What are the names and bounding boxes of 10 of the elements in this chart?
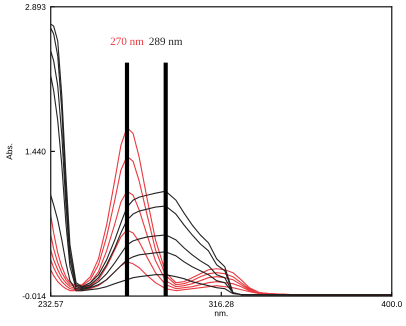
y-tick-label: 1.440 <box>26 148 46 154</box>
x-tick-label: 232.57 <box>38 301 64 307</box>
ref-line-label: 270 nm <box>110 38 144 46</box>
ref-line-label: 289 nm <box>149 38 182 46</box>
x-tick-label: 316.28 <box>208 301 234 307</box>
y-tick-label: 2.893 <box>25 4 46 10</box>
x-tick-label: 400.0 <box>382 301 402 307</box>
x-axis-title: nm. <box>214 312 228 316</box>
y-tick-label: -0.014 <box>22 293 46 300</box>
y-axis-title: Abs. <box>6 144 12 160</box>
